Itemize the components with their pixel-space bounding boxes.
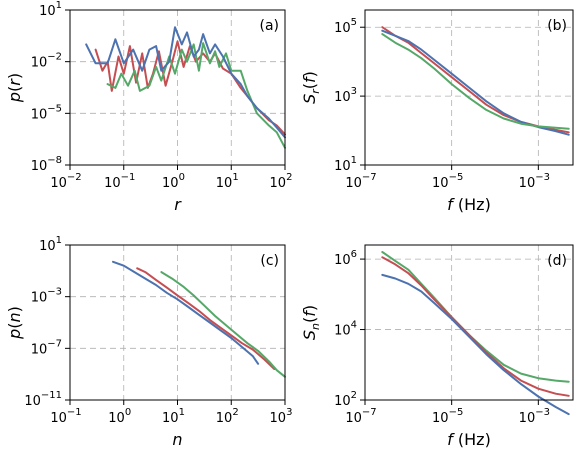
panel-label: (d): [547, 253, 567, 269]
x-tick-label: 10−7: [345, 407, 376, 426]
y-tick-label: 10−7: [31, 338, 62, 357]
y-tick-label: 10−2: [31, 52, 62, 71]
panel-b: 10−7 10−5 10−3 101 103 105 (b) f (Hz) Sr(f): [300, 9, 574, 214]
y-tick-label: 103: [334, 86, 357, 105]
y-tick-label: 104: [334, 320, 357, 339]
y-tick-label: 101: [334, 155, 357, 174]
series-line-1: [381, 251, 570, 383]
x-tick-label: 101: [216, 172, 239, 191]
x-tick-label: 102: [216, 407, 239, 426]
x-tick-label: 100: [108, 407, 131, 426]
series-line-3: [160, 271, 286, 378]
x-tick-label: 10−3: [519, 407, 550, 426]
x-tick-label: 10−3: [519, 172, 550, 191]
axes-frame: [364, 244, 574, 401]
panel-d: 10−7 10−5 10−3 102 104 106 (d) f (Hz) Sn(f): [300, 244, 574, 449]
x-tick-label: 101: [162, 407, 185, 426]
series-line-3: [381, 33, 570, 130]
series-line-2: [381, 256, 570, 397]
panel-label: (a): [259, 18, 279, 34]
axes-frame: [364, 9, 574, 166]
x-axis-label: f (Hz): [447, 195, 491, 214]
series-line-1: [94, 40, 286, 136]
x-tick-label: 10−5: [432, 407, 463, 426]
x-axis-label: f (Hz): [447, 430, 491, 449]
x-tick-label: 100: [162, 172, 185, 191]
series-line-1: [112, 260, 260, 365]
x-tick-label: 10−2: [50, 172, 81, 191]
panel-label: (c): [260, 253, 279, 269]
x-axis-label: n: [172, 430, 182, 449]
series-line-2: [381, 29, 570, 136]
series-line-3: [85, 26, 286, 139]
panel-label: (b): [547, 18, 567, 34]
y-tick-label: 102: [334, 390, 357, 409]
series-line-3: [381, 273, 570, 416]
x-tick-label: 10−1: [50, 407, 81, 426]
x-tick-label: 10−1: [104, 172, 135, 191]
y-tick-label: 10−5: [31, 103, 62, 122]
x-tick-label: 102: [270, 172, 293, 191]
y-tick-label: 105: [334, 17, 357, 36]
panel-c: 10−1 100 101 102 103 10−11 10−7 10−3 101 (c) n p(n): [5, 235, 292, 449]
y-tick-label: 10−8: [31, 155, 62, 174]
x-tick-label: 10−5: [432, 172, 463, 191]
y-tick-label: 101: [39, 0, 62, 19]
x-tick-label: 103: [270, 407, 293, 426]
x-axis-label: r: [174, 195, 182, 214]
series-line-2: [136, 267, 276, 370]
y-tick-label: 106: [334, 249, 357, 268]
y-tick-label: 10−3: [31, 287, 62, 306]
y-tick-label: 101: [39, 235, 62, 254]
series-line-2: [106, 42, 286, 149]
y-axis-label: Sr(f): [300, 71, 322, 104]
panel-a: 10−2 10−1 100 101 102 10−8 10−5 10−2 101 (a) r p(r): [5, 0, 292, 214]
y-axis-label: p(n): [5, 306, 24, 340]
y-tick-label: 10−11: [24, 390, 62, 409]
y-axis-label: Sn(f): [300, 305, 322, 340]
y-axis-label: p(r): [5, 73, 24, 103]
x-tick-label: 10−7: [345, 172, 376, 191]
